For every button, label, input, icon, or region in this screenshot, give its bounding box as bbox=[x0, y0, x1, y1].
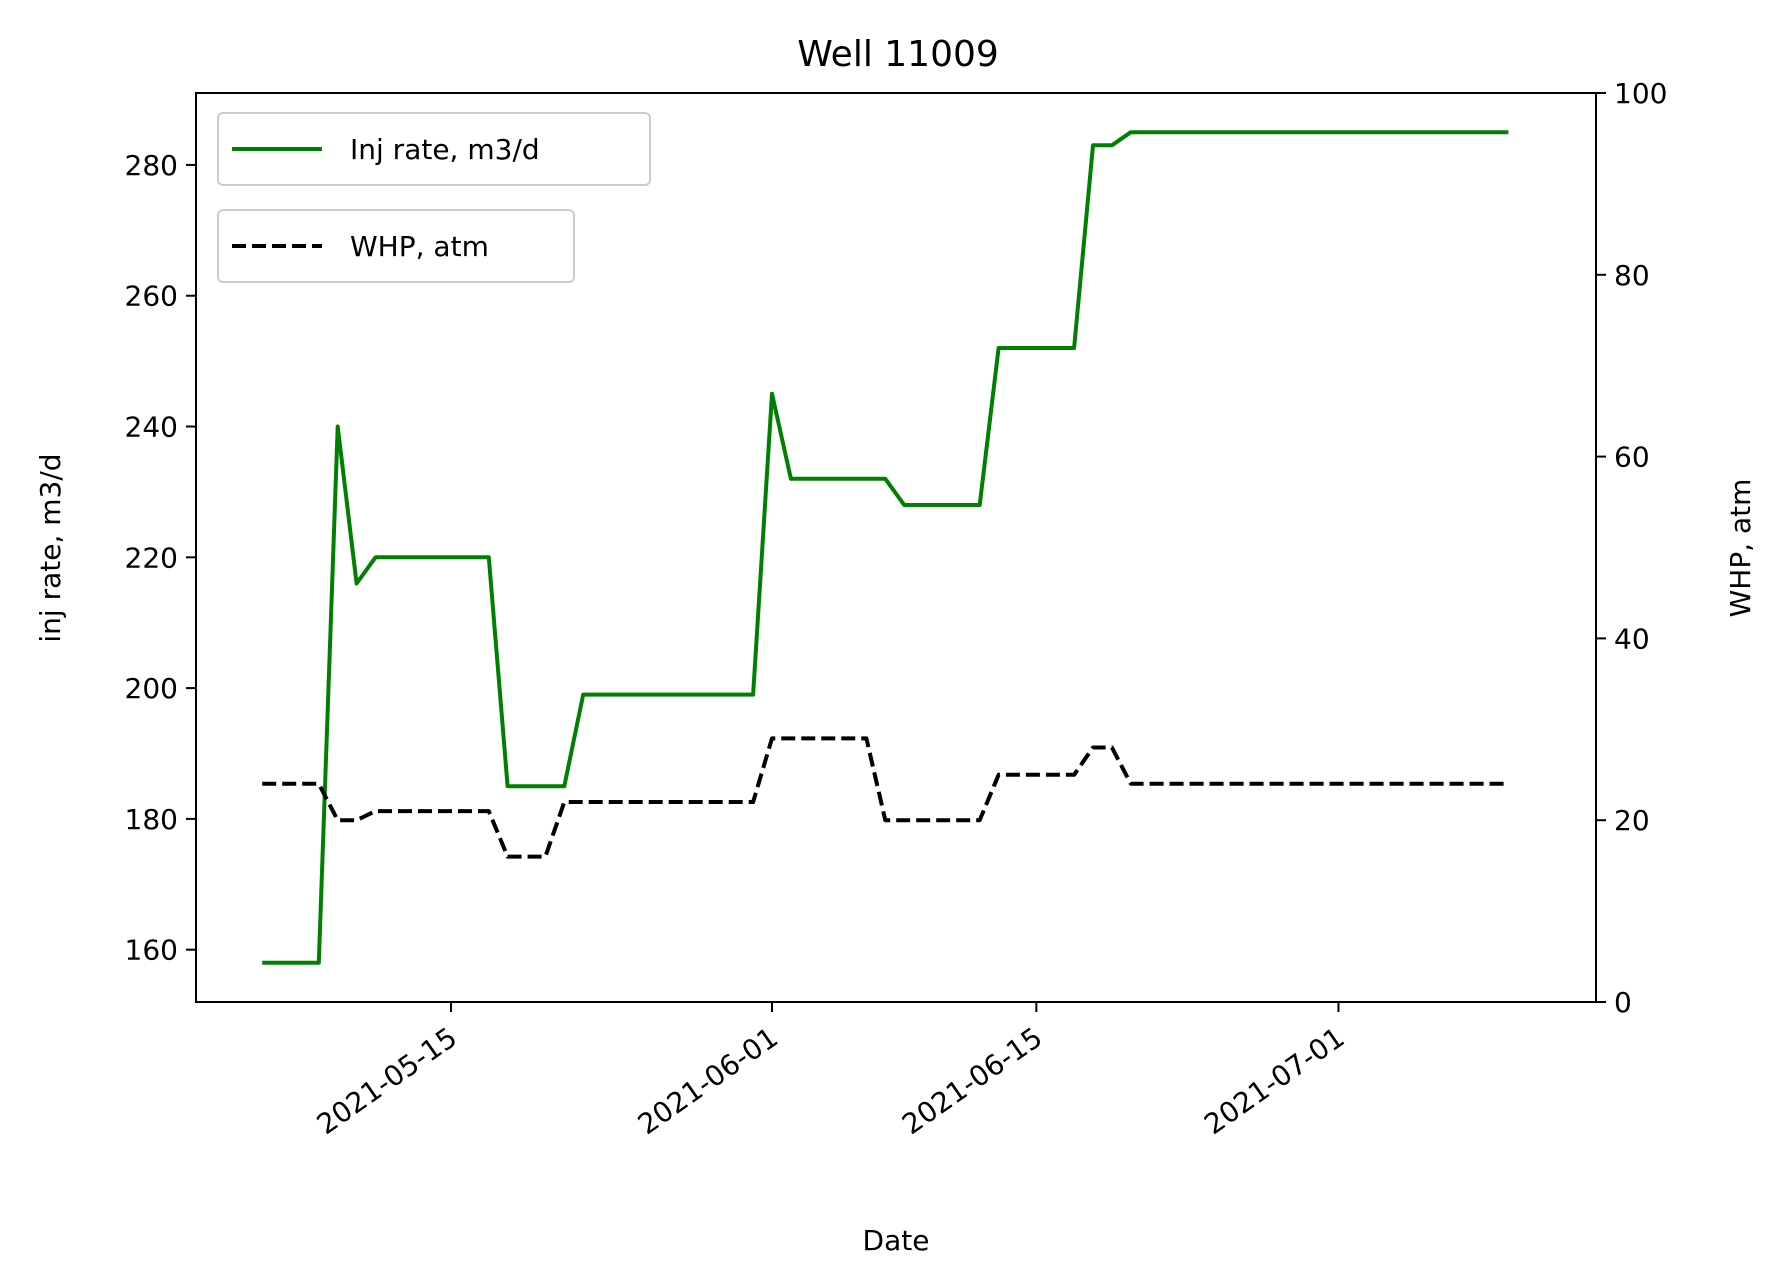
y-tick-label: 280 bbox=[125, 149, 178, 182]
y2-tick-label: 80 bbox=[1614, 259, 1650, 292]
y-tick-label: 160 bbox=[125, 934, 178, 967]
legend-box bbox=[217, 209, 575, 283]
legend-whp: WHP, atm bbox=[217, 209, 575, 283]
y-axis-left: 160 180 200 220 240 260 280 bbox=[125, 149, 196, 967]
y2-tick-label: 100 bbox=[1614, 77, 1667, 110]
legend-box bbox=[217, 112, 651, 186]
legend-label-inj-rate: Inj rate, m3/d bbox=[350, 133, 540, 166]
y-tick-label: 200 bbox=[125, 672, 178, 705]
y-axis-right: 0 20 40 60 80 100 bbox=[1596, 77, 1667, 1019]
x-axis-label: Date bbox=[863, 1224, 930, 1257]
series-line-whp bbox=[262, 736, 1509, 859]
y2-tick-label: 0 bbox=[1614, 986, 1632, 1019]
series-line-inj-rate bbox=[262, 130, 1509, 965]
plot-lines bbox=[262, 130, 1509, 965]
legend-label-whp: WHP, atm bbox=[350, 230, 489, 263]
y-axis-label: inj rate, m3/d bbox=[34, 453, 67, 642]
y2-tick-label: 60 bbox=[1614, 441, 1650, 474]
y-tick-label: 260 bbox=[125, 280, 178, 313]
legend-inj-rate: Inj rate, m3/d bbox=[217, 112, 651, 186]
y2-axis-label: WHP, atm bbox=[1724, 479, 1757, 618]
plot-area-frame bbox=[195, 92, 1597, 1003]
y-tick-label: 220 bbox=[125, 541, 178, 574]
y-tick-label: 180 bbox=[125, 803, 178, 836]
y2-tick-label: 40 bbox=[1614, 622, 1650, 655]
y2-tick-label: 20 bbox=[1614, 804, 1650, 837]
chart-title: Well 11009 bbox=[797, 34, 999, 75]
y-tick-label: 240 bbox=[125, 411, 178, 444]
